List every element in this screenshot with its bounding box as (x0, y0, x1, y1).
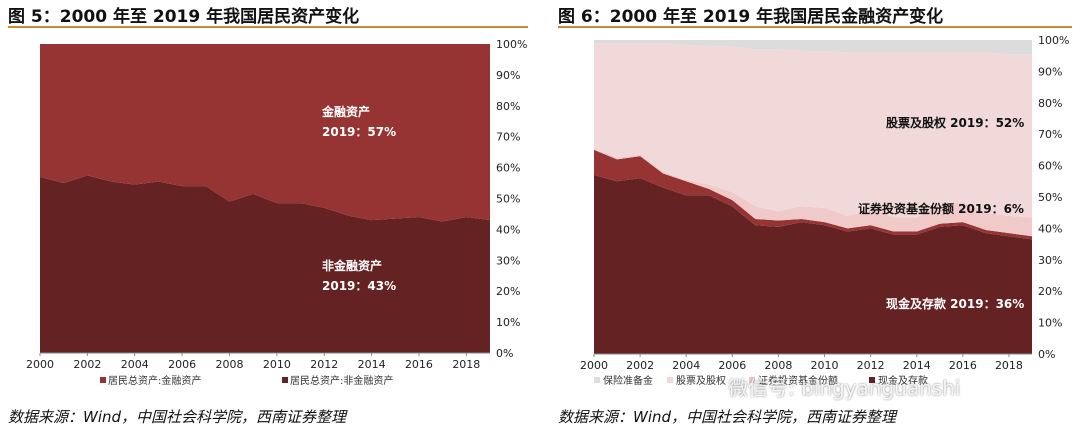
left-y-tick-label: 80% (496, 100, 520, 113)
right-x-tick-label: 2016 (949, 359, 977, 372)
right-y-tick-label: 70% (1038, 128, 1062, 141)
left-y-tick-label: 90% (496, 69, 520, 82)
right-x-tick-label: 2002 (626, 359, 654, 372)
left-legend-label: 居民总资产:金融资产 (108, 374, 201, 387)
right-x-tick-label: 2000 (580, 359, 608, 372)
right-legend-label: 证券投资基金份额 (758, 374, 838, 387)
right-legend-label: 股票及股权 (676, 374, 726, 387)
left-series-area-1 (40, 44, 490, 222)
right-y-tick-label: 90% (1038, 65, 1062, 78)
right-y-tick-label: 50% (1038, 191, 1062, 204)
right-x-tick-label: 2010 (811, 359, 839, 372)
right-legend-swatch (869, 377, 875, 383)
right-area-chart: 2000 2002 2004 2006 2008 2010 2012 2014 2016 2018… (580, 34, 1069, 387)
right-y-tick-label: 100% (1038, 34, 1069, 47)
left-x-tick-label: 2018 (452, 358, 480, 371)
watermark: 微信号: bingyanguanshi (728, 376, 961, 400)
left-x-tick-label: 2010 (263, 358, 291, 371)
left-y-tick-label: 20% (496, 285, 520, 298)
right-annotation: 现金及存款 2019：36% (886, 296, 1024, 311)
right-legend-label: 保险准备金 (603, 374, 653, 387)
left-annotation-line2: 2019：43% (322, 279, 396, 293)
left-x-tick-label: 2000 (26, 358, 54, 371)
left-series-area-0 (40, 175, 490, 353)
left-annotation-line1: 金融资产 (321, 104, 370, 119)
left-annotation-line1: 非金融资产 (322, 258, 382, 273)
right-annotation: 证券投资基金份额 2019：6% (858, 201, 1024, 216)
right-title-rule (558, 26, 1072, 28)
left-x-tick-label: 2012 (310, 358, 338, 371)
right-y-tick-label: 0% (1038, 348, 1055, 361)
left-title-rule (8, 26, 528, 28)
left-x-tick-label: 2016 (405, 358, 433, 371)
right-y-tick-label: 10% (1038, 317, 1062, 330)
left-y-tick-label: 40% (496, 223, 520, 236)
right-chart-title: 图 6：2000 年至 2019 年我国居民金融资产变化 (558, 7, 944, 27)
left-annotation-line2: 2019：57% (322, 125, 396, 139)
left-x-tick-label: 2014 (358, 358, 386, 371)
left-x-tick-label: 2004 (121, 358, 149, 371)
right-series-area-0 (594, 175, 1032, 354)
left-y-tick-label: 10% (496, 316, 520, 329)
left-legend-swatch (100, 377, 106, 383)
left-y-tick-label: 0% (496, 347, 513, 360)
left-y-tick-label: 70% (496, 131, 520, 144)
right-x-tick-label: 2014 (903, 359, 931, 372)
right-series-area-3 (594, 43, 1032, 218)
left-chart-title: 图 5：2000 年至 2019 年我国居民资产变化 (8, 7, 360, 27)
right-y-tick-label: 60% (1038, 160, 1062, 173)
left-x-tick-label: 2008 (215, 358, 243, 371)
left-y-tick-label: 100% (496, 38, 527, 51)
right-x-tick-label: 2006 (718, 359, 746, 372)
left-x-tick-label: 2002 (73, 358, 101, 371)
right-annotation: 股票及股权 2019：52% (886, 115, 1024, 130)
left-y-tick-label: 60% (496, 162, 520, 175)
right-y-tick-label: 20% (1038, 285, 1062, 298)
left-legend-label: 居民总资产:非金融资产 (290, 374, 393, 387)
right-y-tick-label: 30% (1038, 254, 1062, 267)
right-source-note: 数据来源：Wind，中国社会科学院，西南证券整理 (558, 408, 897, 426)
right-y-tick-label: 40% (1038, 222, 1062, 235)
left-y-tick-label: 50% (496, 193, 520, 206)
right-x-tick-label: 2018 (995, 359, 1023, 372)
left-area-chart: 2000 2002 2004 2006 2008 2010 2012 2014 2016 2018… (26, 38, 527, 387)
right-legend-swatch (594, 377, 600, 383)
right-x-tick-label: 2004 (672, 359, 700, 372)
right-series-area-1 (594, 149, 1032, 240)
right-legend-swatch (749, 377, 755, 383)
left-y-tick-label: 30% (496, 254, 520, 267)
right-legend-label: 现金及存款 (878, 374, 928, 387)
right-x-tick-label: 2008 (764, 359, 792, 372)
left-legend-swatch (282, 377, 288, 383)
left-x-tick-label: 2006 (168, 358, 196, 371)
right-legend-swatch (667, 377, 673, 383)
right-x-tick-label: 2012 (857, 359, 885, 372)
right-series-area-4 (594, 40, 1032, 55)
right-y-tick-label: 80% (1038, 97, 1062, 110)
left-source-note: 数据来源：Wind，中国社会科学院，西南证券整理 (8, 408, 347, 426)
